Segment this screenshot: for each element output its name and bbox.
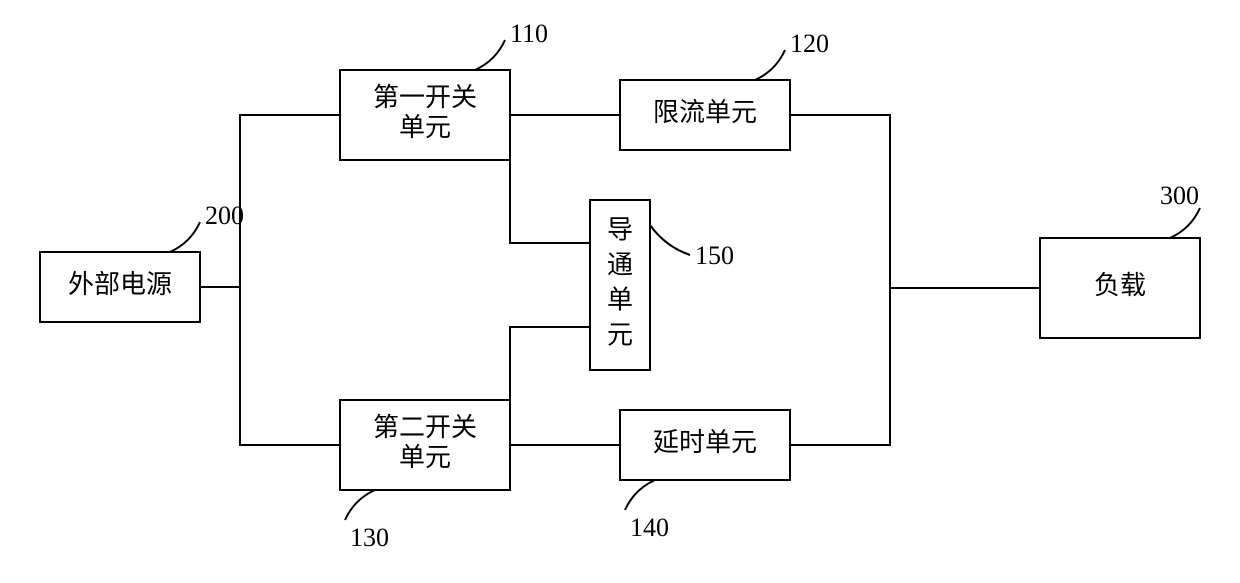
node-sw2-ref: 130 — [350, 523, 389, 552]
node-sw1-leader — [475, 40, 505, 70]
node-sw1-label-line-0: 第一开关 — [373, 83, 477, 112]
connector-line — [510, 327, 590, 445]
node-cond-ref: 150 — [695, 241, 734, 270]
node-load-label-line-0: 负载 — [1094, 271, 1146, 300]
connector-line — [790, 115, 1040, 288]
node-cond: 导通单元 150 — [590, 200, 734, 370]
node-limit-ref: 120 — [790, 29, 829, 58]
node-sw2-leader — [345, 490, 375, 520]
node-sw1-ref: 110 — [510, 19, 548, 48]
node-sw1: 第一开关单元 110 — [340, 19, 548, 160]
node-delay-leader — [625, 480, 655, 510]
node-sw2-label-line-0: 第二开关 — [373, 413, 477, 442]
node-sw2: 第二开关单元 130 — [340, 400, 510, 552]
node-delay-ref: 140 — [630, 513, 669, 542]
node-delay-label-line-0: 延时单元 — [653, 428, 757, 457]
node-limit-label-line-0: 限流单元 — [653, 98, 757, 127]
node-cond-vchar-0: 导 — [607, 215, 633, 244]
node-cond-vchar-1: 通 — [607, 250, 633, 279]
node-ext_power: 外部电源 200 — [40, 201, 244, 322]
node-cond-vchar-3: 元 — [607, 321, 633, 350]
connector-line — [200, 287, 340, 445]
connector-line — [790, 288, 890, 445]
node-ext_power-label-line-0: 外部电源 — [68, 270, 172, 299]
node-limit-leader — [755, 50, 785, 80]
node-load: 负载 300 — [1040, 181, 1200, 338]
node-load-leader — [1170, 208, 1200, 238]
node-load-ref: 300 — [1160, 181, 1199, 210]
node-sw2-label-line-1: 单元 — [399, 443, 451, 472]
node-limit: 限流单元 120 — [620, 29, 829, 150]
connector-line — [510, 115, 590, 243]
node-cond-vchar-2: 单 — [607, 286, 633, 315]
node-ext_power-leader — [170, 222, 200, 252]
node-sw1-label-line-1: 单元 — [399, 113, 451, 142]
node-cond-leader — [650, 225, 690, 255]
node-delay: 延时单元 140 — [620, 410, 790, 542]
node-ext_power-ref: 200 — [205, 201, 244, 230]
